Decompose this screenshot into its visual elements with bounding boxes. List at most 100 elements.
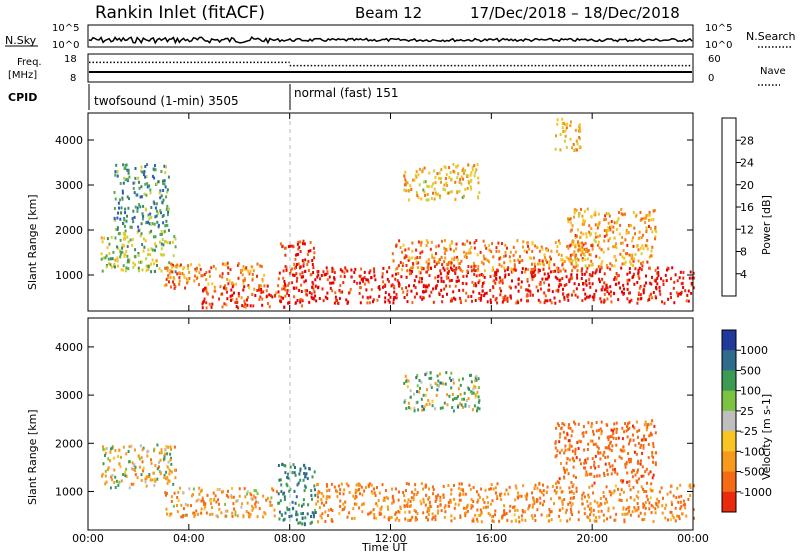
data-cell — [462, 492, 465, 496]
data-cell — [447, 501, 450, 504]
data-cell — [414, 483, 417, 487]
data-cell — [183, 266, 186, 270]
data-cell — [188, 277, 191, 280]
data-cell — [608, 435, 610, 439]
data-cell — [571, 456, 574, 460]
data-cell — [382, 266, 385, 270]
data-cell — [354, 497, 356, 500]
data-cell — [182, 514, 185, 518]
data-cell — [159, 196, 162, 200]
data-cell — [170, 495, 173, 499]
data-cell — [251, 497, 254, 501]
data-cell — [433, 169, 436, 173]
data-cell — [286, 289, 289, 292]
data-cell — [293, 274, 296, 277]
data-cell — [430, 290, 433, 294]
data-cell — [466, 504, 469, 508]
data-cell — [460, 182, 463, 186]
data-cell — [309, 521, 312, 525]
data-cell — [426, 510, 429, 514]
data-cell — [474, 264, 477, 268]
colorbar-tick-label: 12 — [740, 223, 754, 236]
data-cell — [184, 286, 187, 290]
data-cell — [590, 510, 593, 514]
nave-dotted-line — [89, 61, 692, 67]
data-cell — [302, 512, 304, 515]
data-cell — [268, 305, 271, 309]
data-cell — [295, 279, 298, 283]
data-cell — [475, 378, 478, 382]
data-cell — [502, 296, 505, 300]
data-cell — [564, 511, 567, 515]
data-cell — [456, 275, 459, 279]
data-cell — [104, 474, 107, 478]
data-cell — [444, 177, 447, 180]
data-cell — [144, 239, 147, 243]
data-cell — [557, 424, 560, 427]
data-cell — [192, 487, 195, 491]
data-cell — [637, 435, 639, 439]
data-cell — [333, 485, 336, 489]
data-cell — [460, 488, 463, 492]
data-cell — [118, 206, 120, 210]
data-cell — [542, 263, 545, 267]
data-cell — [637, 259, 640, 263]
data-cell — [278, 271, 281, 275]
data-cell — [597, 465, 600, 468]
data-cell — [141, 268, 144, 272]
data-cell — [403, 183, 406, 187]
data-cell — [577, 240, 579, 244]
x-tick-label: 00:00 — [72, 532, 104, 545]
data-cell — [182, 507, 185, 511]
data-cell — [478, 399, 481, 403]
data-cell — [371, 491, 374, 495]
data-cell — [297, 521, 300, 525]
data-cell — [121, 246, 124, 250]
data-cell — [650, 282, 653, 286]
data-cell — [456, 164, 459, 168]
data-cell — [561, 422, 564, 425]
data-cell — [600, 432, 603, 436]
data-cell — [101, 240, 104, 244]
data-cell — [656, 497, 659, 501]
data-cell — [308, 300, 311, 304]
data-cell — [554, 269, 557, 273]
data-cell — [628, 480, 631, 484]
data-cell — [631, 256, 634, 260]
data-cell — [146, 454, 149, 458]
data-cell — [440, 509, 443, 513]
data-cell — [504, 243, 507, 247]
data-cell — [622, 507, 625, 511]
data-cell — [545, 490, 548, 494]
data-cell — [162, 457, 165, 461]
data-cell — [594, 232, 597, 235]
data-cell — [498, 257, 501, 260]
data-cell — [575, 234, 578, 238]
data-cell — [398, 490, 400, 494]
data-cell — [558, 477, 561, 481]
data-cell — [280, 483, 283, 487]
data-cell — [204, 505, 207, 509]
data-cell — [450, 242, 453, 245]
data-cell — [282, 296, 285, 300]
data-cell — [644, 221, 647, 224]
data-cell — [372, 508, 375, 512]
data-cell — [325, 495, 328, 499]
data-cell — [571, 276, 574, 280]
data-cell — [595, 289, 598, 293]
data-cell — [452, 290, 455, 294]
data-cell — [537, 289, 539, 293]
data-cell — [415, 260, 418, 264]
data-cell — [433, 197, 436, 201]
data-cell — [443, 183, 446, 187]
data-cell — [571, 502, 574, 506]
data-cell — [159, 209, 162, 213]
data-cell — [594, 466, 597, 470]
data-cell — [179, 486, 182, 490]
data-cell — [129, 225, 132, 229]
data-cell — [207, 282, 210, 286]
data-cell — [415, 175, 418, 179]
data-cell — [553, 489, 556, 493]
data-cell — [294, 301, 297, 305]
data-cell — [415, 248, 418, 252]
